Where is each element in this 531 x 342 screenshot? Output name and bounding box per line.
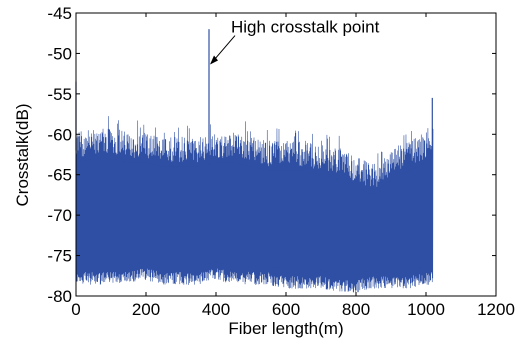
x-tick-label: 800	[342, 300, 370, 319]
x-tick-label: 0	[71, 300, 80, 319]
y-tick-label: -55	[47, 85, 72, 104]
annotation-arrow-head	[210, 55, 218, 65]
series-band-0	[76, 154, 433, 275]
x-tick-label: 1200	[477, 300, 515, 319]
y-axis-title: Crosstalk(dB)	[13, 104, 32, 207]
y-tick-label: -50	[47, 44, 72, 63]
y-tick-label: -80	[47, 287, 72, 306]
annotation-layer: High crosstalk point	[210, 18, 380, 65]
x-tick-label: 600	[272, 300, 300, 319]
y-tick-label: -60	[47, 125, 72, 144]
y-tick-label: -65	[47, 166, 72, 185]
ticks-layer: 0 200 400 600 800 1000 1200 -80 -75 -70 -65 -60 -55 -…	[47, 4, 514, 319]
x-tick-label: 1000	[407, 300, 445, 319]
y-tick-label: -75	[47, 247, 72, 266]
annotation-label: High crosstalk point	[231, 18, 380, 37]
x-tick-label: 400	[202, 300, 230, 319]
y-tick-label: -70	[47, 206, 72, 225]
y-tick-label: -45	[47, 4, 72, 23]
x-axis-title: Fiber length(m)	[228, 319, 343, 338]
x-tick-label: 200	[132, 300, 160, 319]
